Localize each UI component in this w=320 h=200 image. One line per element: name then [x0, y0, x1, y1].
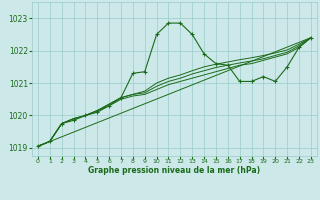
X-axis label: Graphe pression niveau de la mer (hPa): Graphe pression niveau de la mer (hPa) [88, 166, 260, 175]
